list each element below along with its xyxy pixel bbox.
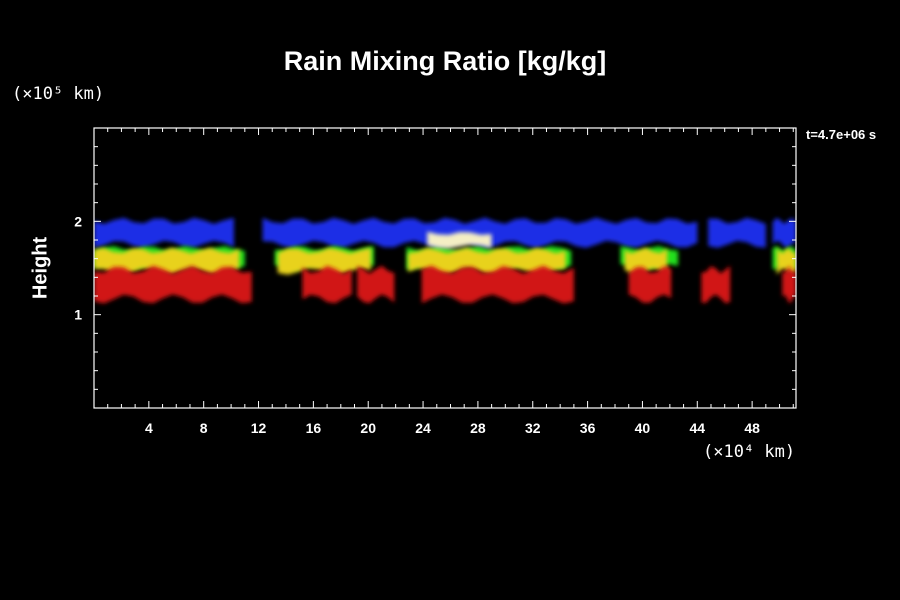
y-tick-label: 2	[74, 213, 82, 229]
layer-blue	[94, 217, 796, 248]
x-tick-label: 48	[744, 420, 760, 436]
blob-red-2	[357, 265, 395, 304]
x-tick-label: 12	[251, 420, 267, 436]
blob-red-3	[421, 265, 574, 304]
x-tick-label: 20	[360, 420, 376, 436]
x-tick-label: 44	[689, 420, 705, 436]
blob-blue-3	[772, 217, 796, 248]
y-axis-unit: (×10⁵ km)	[12, 84, 105, 104]
blob-blue-1	[262, 217, 698, 248]
x-tick-label: 4	[145, 420, 153, 436]
blob-red-1	[302, 265, 352, 304]
layer-red	[94, 265, 796, 304]
field-layers	[94, 217, 796, 304]
blob-blue-2	[708, 217, 766, 248]
y-tick-label: 1	[74, 307, 82, 323]
plot-frame	[93, 127, 797, 409]
layer-pale	[427, 231, 492, 249]
x-axis-unit: (×10⁴ km)	[703, 442, 796, 462]
x-tick-label: 24	[415, 420, 431, 436]
x-tick-label: 28	[470, 420, 486, 436]
blob-red-6	[782, 265, 796, 304]
x-tick-label: 16	[306, 420, 322, 436]
x-tick-label: 32	[525, 420, 541, 436]
blob-yellow-2	[408, 247, 566, 275]
blob-blue-0	[94, 217, 234, 248]
x-tick-label: 8	[200, 420, 208, 436]
blob-yellow-0	[94, 247, 240, 275]
layer-yellow	[94, 247, 796, 275]
chart-title: Rain Mixing Ratio [kg/kg]	[283, 46, 607, 76]
x-tick-label: 40	[635, 420, 651, 436]
x-tick-label: 36	[580, 420, 596, 436]
blob-red-5	[701, 265, 731, 304]
blob-red-0	[94, 265, 252, 304]
blob-pale-0	[427, 231, 492, 249]
blob-yellow-4	[776, 247, 796, 275]
time-label: t=4.7e+06 s	[806, 127, 877, 142]
blob-red-4	[628, 266, 672, 303]
blob-yellow-1	[277, 247, 371, 275]
